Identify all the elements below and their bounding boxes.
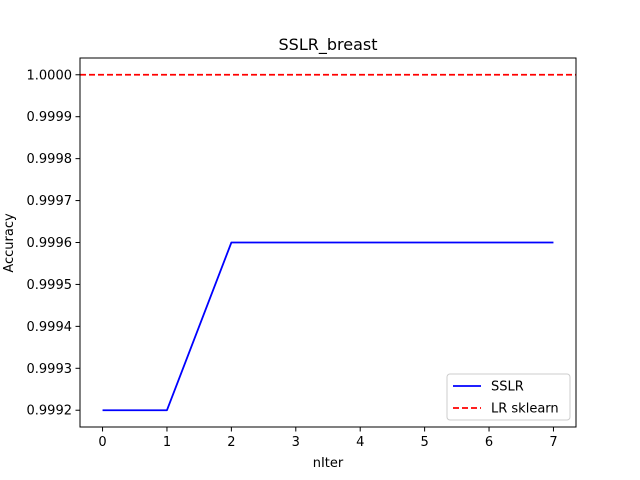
- y-tick-label: 0.9999: [27, 110, 73, 125]
- x-tick-label: 3: [292, 435, 300, 450]
- y-tick-label: 0.9992: [27, 404, 73, 419]
- y-tick-label: 0.9993: [27, 362, 73, 377]
- x-tick-label: 4: [356, 435, 364, 450]
- y-tick-label: 0.9996: [27, 236, 73, 251]
- legend: SSLR LR sklearn: [446, 373, 571, 421]
- chart-title: SSLR_breast: [279, 35, 378, 55]
- y-tick-label: 0.9997: [27, 194, 73, 209]
- plot-area: [80, 73, 576, 412]
- x-tick-label: 7: [549, 435, 557, 450]
- legend-label: SSLR: [491, 380, 524, 395]
- y-tick-label: 0.9994: [27, 320, 73, 335]
- x-tick-label: 2: [227, 435, 235, 450]
- y-tick-label: 1.0000: [27, 68, 73, 83]
- y-axis-label: Accuracy: [2, 213, 17, 273]
- x-tick-label: 5: [420, 435, 428, 450]
- series-line-sslr: [102, 241, 554, 412]
- y-tick-label: 0.9998: [27, 152, 73, 167]
- x-tick-label: 1: [163, 435, 171, 450]
- x-tick-label: 6: [485, 435, 493, 450]
- axes: 0 1 2 3 4 5 6 7 0.9992 0.9993 0.9994 0.9995 0.9996 0.…: [27, 57, 577, 450]
- legend-label: LR sklearn: [491, 402, 559, 417]
- y-tick-label: 0.9995: [27, 278, 73, 293]
- x-tick-label: 0: [98, 435, 106, 450]
- x-axis-label: nIter: [313, 456, 344, 471]
